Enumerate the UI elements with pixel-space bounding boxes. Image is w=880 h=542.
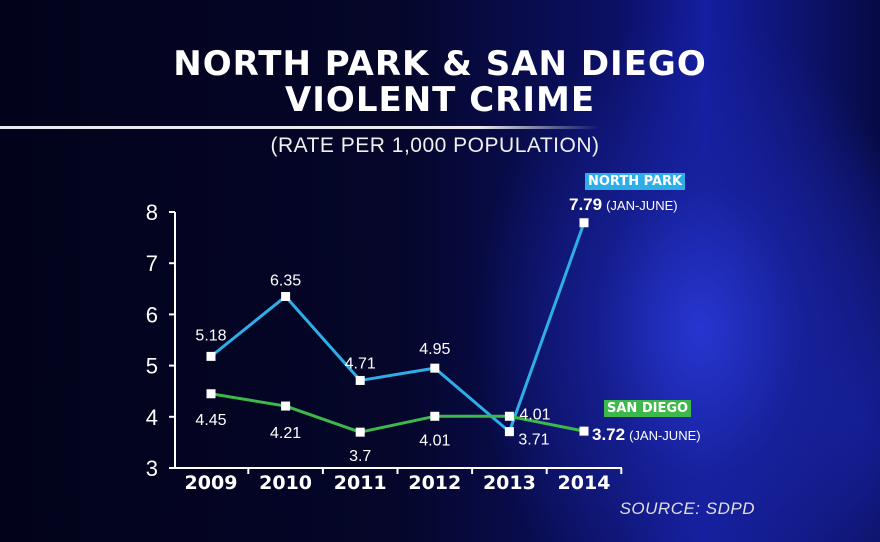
north-park-point-2009 xyxy=(206,351,216,361)
san-diego-point-2012 xyxy=(430,411,440,421)
san-diego-point-2010 xyxy=(281,401,291,411)
legend-san-diego: SAN DIEGO xyxy=(604,400,692,417)
san-diego-end-label: 3.72 (JAN-JUNE) xyxy=(592,425,701,445)
north-park-point-2012 xyxy=(430,363,440,373)
san-diego-label-2011: 3.7 xyxy=(349,448,371,465)
san-diego-label-2012: 4.01 xyxy=(419,432,450,449)
title-line-2: VIOLENT CRIME xyxy=(284,80,596,120)
x-tick-label: 2011 xyxy=(334,472,387,494)
north-park-point-2014 xyxy=(579,218,589,228)
chart-subtitle: (RATE PER 1,000 POPULATION) xyxy=(270,134,600,157)
north-park-end-value: 7.79 xyxy=(569,195,603,214)
san-diego-label-2009: 4.45 xyxy=(195,412,226,429)
x-tick-label: 2010 xyxy=(259,472,312,494)
chart-title: NORTH PARK & SAN DIEGO VIOLENT CRIME xyxy=(0,46,880,118)
x-tick-label: 2012 xyxy=(408,472,461,494)
north-park-point-2010 xyxy=(281,291,291,301)
data-labels: 5.18 6.35 4.71 4.95 3.71 4.45 4.21 3.7 4.01 4.01 xyxy=(195,272,550,465)
san-diego-point-2011 xyxy=(355,427,365,437)
chart-axes: 3 4 5 6 7 8 2009 2010 2011 2012 2013 2014 xyxy=(146,200,623,494)
title-line-1: NORTH PARK & SAN DIEGO xyxy=(173,44,707,84)
series-points xyxy=(206,218,589,437)
y-tick-label: 4 xyxy=(146,405,158,430)
north-park-end-label: 7.79 (JAN-JUNE) xyxy=(569,195,678,215)
x-tick-label: 2013 xyxy=(483,472,536,494)
north-park-point-2011 xyxy=(355,375,365,385)
y-tick-label: 8 xyxy=(146,200,158,225)
north-park-label-2010: 6.35 xyxy=(270,272,301,289)
san-diego-end-period: (JAN-JUNE) xyxy=(629,428,701,443)
x-tick-label: 2009 xyxy=(185,472,238,494)
north-park-label-2011: 4.71 xyxy=(345,355,376,372)
north-park-label-2009: 5.18 xyxy=(195,327,226,344)
north-park-label-2012: 4.95 xyxy=(419,341,450,358)
san-diego-label-2013: 4.01 xyxy=(519,406,550,423)
north-park-line xyxy=(210,222,586,434)
north-park-label-2013: 3.71 xyxy=(518,432,549,449)
san-diego-end-value: 3.72 xyxy=(592,425,626,444)
y-tick-label: 7 xyxy=(146,251,158,276)
san-diego-label-2010: 4.21 xyxy=(270,425,301,442)
north-park-point-2013 xyxy=(504,427,514,437)
san-diego-point-2014 xyxy=(579,426,589,436)
y-tick-label: 6 xyxy=(146,302,158,327)
legend-north-park: NORTH PARK xyxy=(585,173,686,190)
source-note: SOURCE: SDPD xyxy=(619,499,755,518)
x-tick-label: 2014 xyxy=(558,472,611,494)
san-diego-point-2009 xyxy=(206,389,216,399)
series-lines xyxy=(210,222,586,434)
north-park-end-period: (JAN-JUNE) xyxy=(606,198,678,213)
y-tick-label: 5 xyxy=(146,354,158,379)
y-tick-label: 3 xyxy=(146,456,158,481)
san-diego-point-2013 xyxy=(504,411,514,421)
title-divider xyxy=(0,126,600,129)
san-diego-line xyxy=(210,392,585,434)
